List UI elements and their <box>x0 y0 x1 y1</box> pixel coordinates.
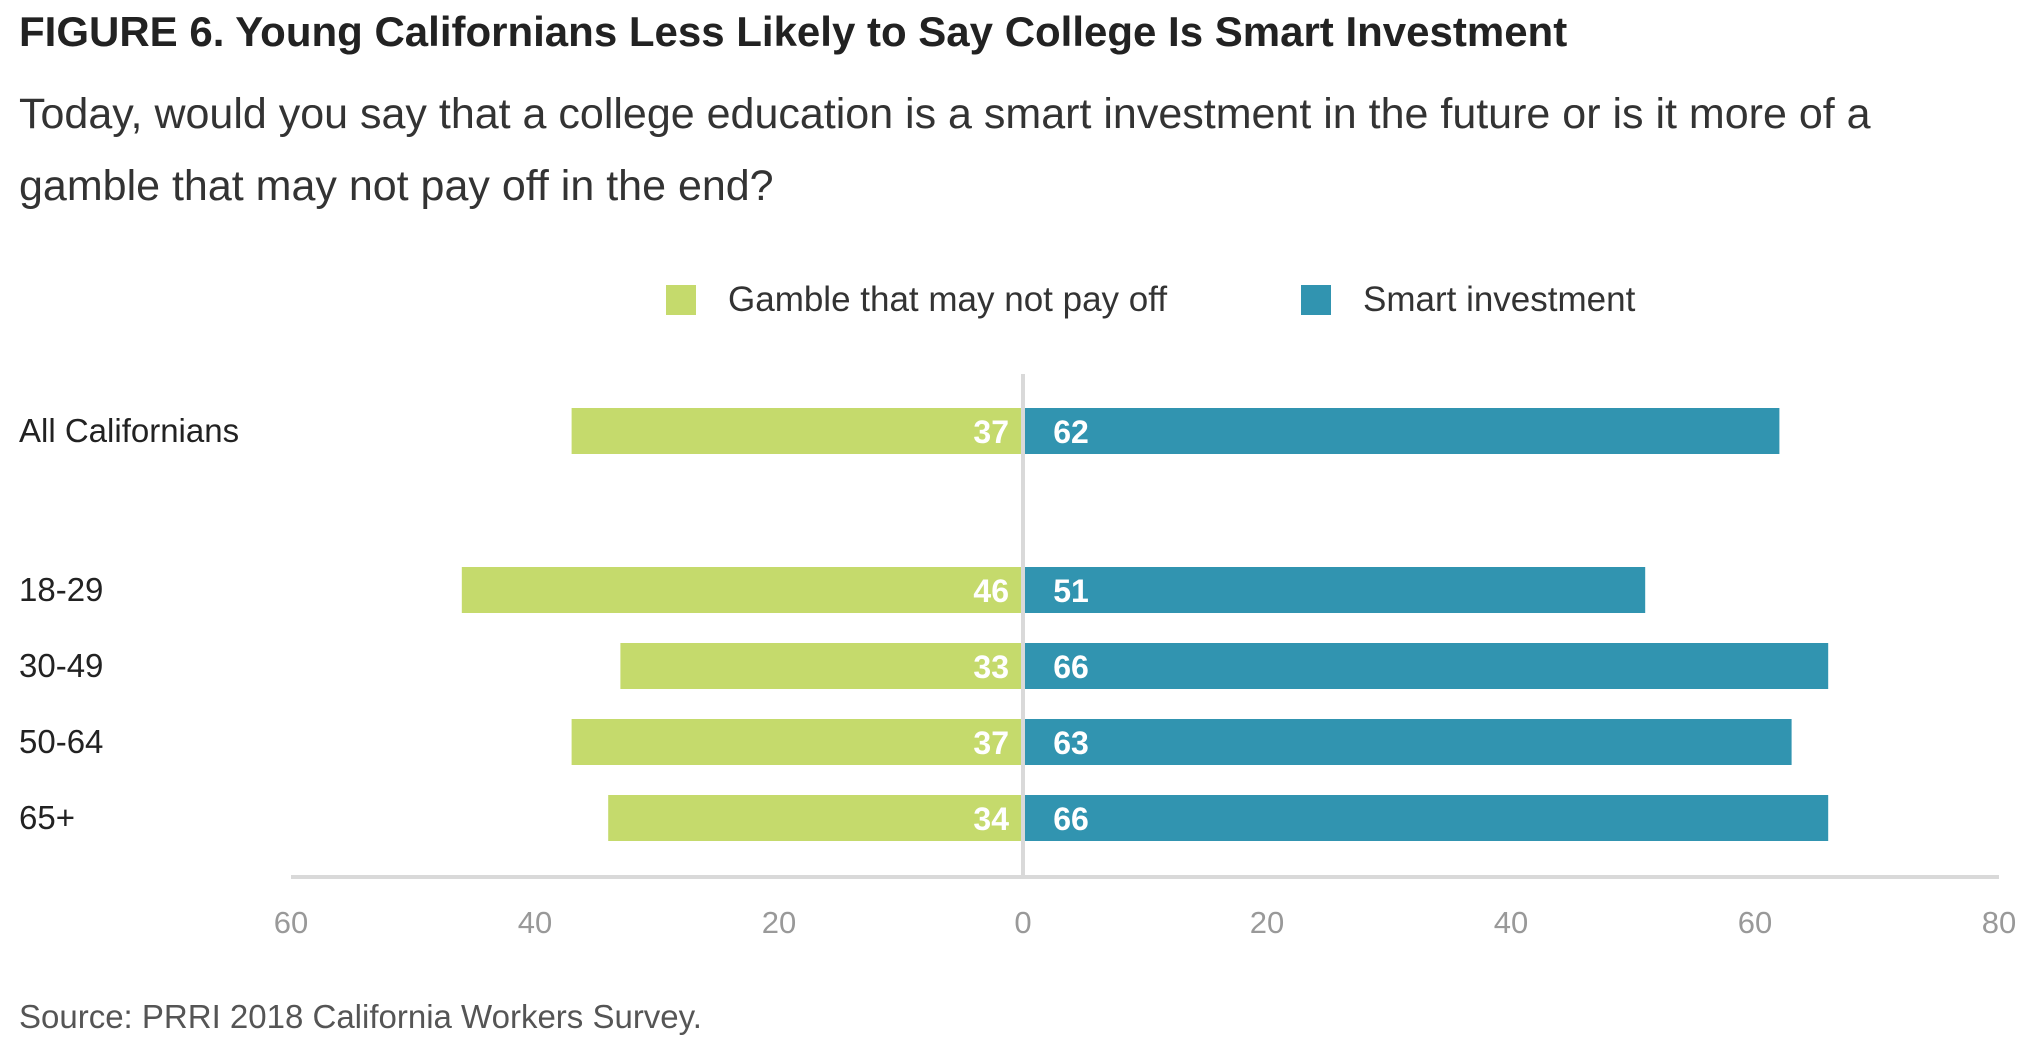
x-tick-label: 80 <box>1982 905 2016 940</box>
bar-gamble <box>608 795 1023 841</box>
bar-smart <box>1023 567 1646 613</box>
row-label: All Californians <box>19 412 239 449</box>
row-label: 65+ <box>19 799 75 836</box>
data-label-smart: 63 <box>1053 725 1089 761</box>
legend-swatch-smart <box>1301 285 1331 315</box>
bar-gamble <box>620 643 1023 689</box>
diverging-bar-chart: 60 40 20 0 20 40 60 80 All Californians 37 62 18-29… <box>19 374 2016 940</box>
data-label-gamble: 34 <box>973 801 1009 837</box>
data-label-smart: 66 <box>1053 649 1089 685</box>
bar-gamble <box>571 408 1023 454</box>
legend-swatch-gamble <box>666 285 696 315</box>
bar-gamble <box>571 719 1023 765</box>
legend-label-smart: Smart investment <box>1363 280 1636 319</box>
bar-smart <box>1023 719 1792 765</box>
bar-gamble <box>461 567 1023 613</box>
data-label-gamble: 33 <box>973 649 1009 685</box>
x-tick-label: 60 <box>1738 905 1772 940</box>
row-label: 50-64 <box>19 723 103 760</box>
bar-smart <box>1023 795 1829 841</box>
bar-smart <box>1023 408 1780 454</box>
x-tick-label: 20 <box>1250 905 1284 940</box>
data-label-smart: 62 <box>1053 414 1089 450</box>
x-tick-label: 20 <box>762 905 796 940</box>
chart-subtitle: Today, would you say that a college educ… <box>19 90 1871 210</box>
x-tick-label: 40 <box>1494 905 1528 940</box>
row-label: 18-29 <box>19 571 103 608</box>
source-note: Source: PRRI 2018 California Workers Sur… <box>19 998 702 1035</box>
x-tick-label: 40 <box>518 905 552 940</box>
data-label-smart: 66 <box>1053 801 1089 837</box>
data-label-gamble: 46 <box>973 573 1009 609</box>
legend-label-gamble: Gamble that may not pay off <box>728 280 1168 319</box>
chart-title: FIGURE 6. Young Californians Less Likely… <box>19 8 1568 55</box>
bar-smart <box>1023 643 1829 689</box>
legend-item-smart: Smart investment <box>1301 276 1635 324</box>
x-tick-label: 0 <box>1014 905 1031 940</box>
x-tick-label: 60 <box>274 905 308 940</box>
row-label: 30-49 <box>19 647 103 684</box>
data-label-smart: 51 <box>1053 573 1089 609</box>
legend-item-gamble: Gamble that may not pay off <box>666 276 1167 324</box>
data-label-gamble: 37 <box>973 414 1009 450</box>
data-label-gamble: 37 <box>973 725 1009 761</box>
